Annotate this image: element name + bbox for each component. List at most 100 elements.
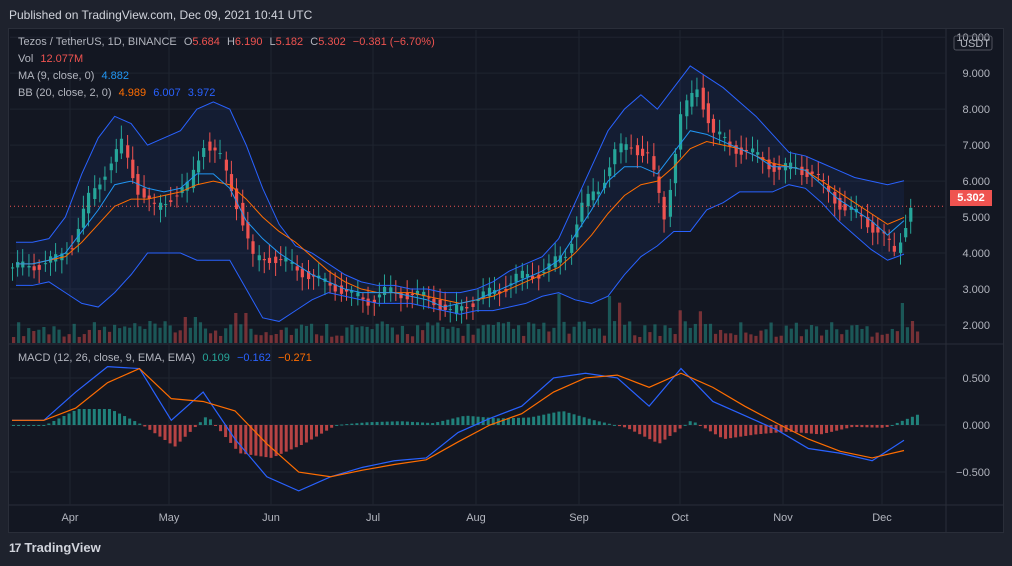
macd-hist-bar [299,425,303,446]
volume-bar [582,321,586,343]
candle-body [81,208,86,228]
macd-label[interactable]: MACD (12, 26, close, 9, EMA, EMA) [18,352,196,364]
candle-body [756,152,760,155]
candle-body [164,204,168,206]
volume-bar [183,317,187,343]
macd-hist-bar [456,417,460,425]
candle-body [603,182,607,189]
price-tick-label: 10.000 [956,32,990,44]
macd-hist-bar [703,425,707,429]
candle-body [586,193,590,207]
macd-hist-bar [845,425,849,429]
volume-bar [426,322,430,343]
macd-hist-bar [77,409,81,425]
volume-bar [471,334,475,343]
tradingview-brand[interactable]: TradingView [24,540,101,555]
volume-bar [643,325,647,343]
macd-hist-bar [648,425,652,440]
volume-bar [350,324,354,343]
macd-hist-bar [557,411,561,425]
candle-body [98,184,102,190]
candle-body [695,89,699,98]
volume-bar [330,336,334,343]
macd-hist-bar [809,425,813,434]
macd-hist-bar [653,425,657,442]
macd-hist-bar [618,425,621,427]
volume-bar [572,326,576,343]
candle-body [657,176,661,193]
volume-bar [92,322,96,343]
macd-hist-bar [441,420,445,425]
bb-upper-line [16,65,905,294]
candle-body [816,173,820,175]
macd-hist-bar [345,424,349,426]
macd-hist-bar [825,425,829,434]
macd-hist-bar [416,422,419,425]
candle-body [481,291,485,299]
macd-hist-bar [330,425,334,428]
volume-bar [633,335,637,343]
candle-body [377,294,382,298]
candle-body [109,163,113,171]
macd-hist-bar [764,425,768,434]
candle-body [196,160,201,173]
candle-body [382,286,387,296]
macd-hist-bar [895,422,899,425]
candle-body [300,268,304,278]
macd-hist-bar [506,418,510,425]
volume-bar [628,321,632,343]
ma-label[interactable]: MA (9, close, 0) [18,70,95,82]
volume-bar [62,336,66,343]
volume-bar [562,321,566,343]
candle-body [366,298,370,306]
candle-body [608,167,612,177]
volume-bar [885,333,889,343]
volume-bar [511,328,516,343]
candle-body [678,114,683,150]
macd-hist-bar [208,419,212,425]
volume-bar [178,330,182,343]
macd-hist-bar [789,425,793,432]
candle-body [849,206,853,210]
ohlc-low: 5.182 [275,36,304,48]
volume-bar [380,321,384,343]
ohlc-close: 5.302 [318,36,346,48]
volume-bar [875,332,879,343]
volume-bar [517,325,521,343]
volume-bar [895,331,899,343]
last-price-tag: 5.302 [950,190,992,206]
macd-hist-bar [623,425,627,428]
published-label: Published on TradingView.com, Dec 09, 20… [9,8,313,22]
volume-bar [360,326,364,343]
macd-hist-bar [744,425,748,436]
volume-bar [133,323,137,343]
volume-bar [587,328,591,343]
price-tick-label: 8.000 [962,104,990,116]
macd-hist-bar [436,422,440,425]
macd-hist-bar [143,425,147,427]
volume-bar [128,327,132,343]
candle-body [777,166,781,170]
volume-bar [168,325,172,343]
macd-hist-bar [239,425,243,454]
macd-hist-bar [198,422,202,425]
volume-bar [335,335,339,343]
bb-label[interactable]: BB (20, close, 2, 0) [18,87,112,99]
volume-bar [840,334,844,343]
volume-bar [441,327,445,343]
candle-body [410,293,414,296]
candle-body [415,290,420,296]
volume-label[interactable]: Vol [18,53,34,65]
macd-hist-bar [915,414,919,425]
volume-bar [153,323,157,343]
volume-bar [239,324,243,343]
time-tick-label: Aug [466,512,486,524]
volume-bar [537,329,541,343]
candle-body [224,159,228,171]
macd-hist-bar [688,421,692,425]
macd-hist-bar [274,425,278,457]
volume-bar [421,330,425,343]
symbol-name[interactable]: Tezos / TetherUS, 1D, BINANCE [18,36,177,48]
volume-bar [208,333,213,343]
